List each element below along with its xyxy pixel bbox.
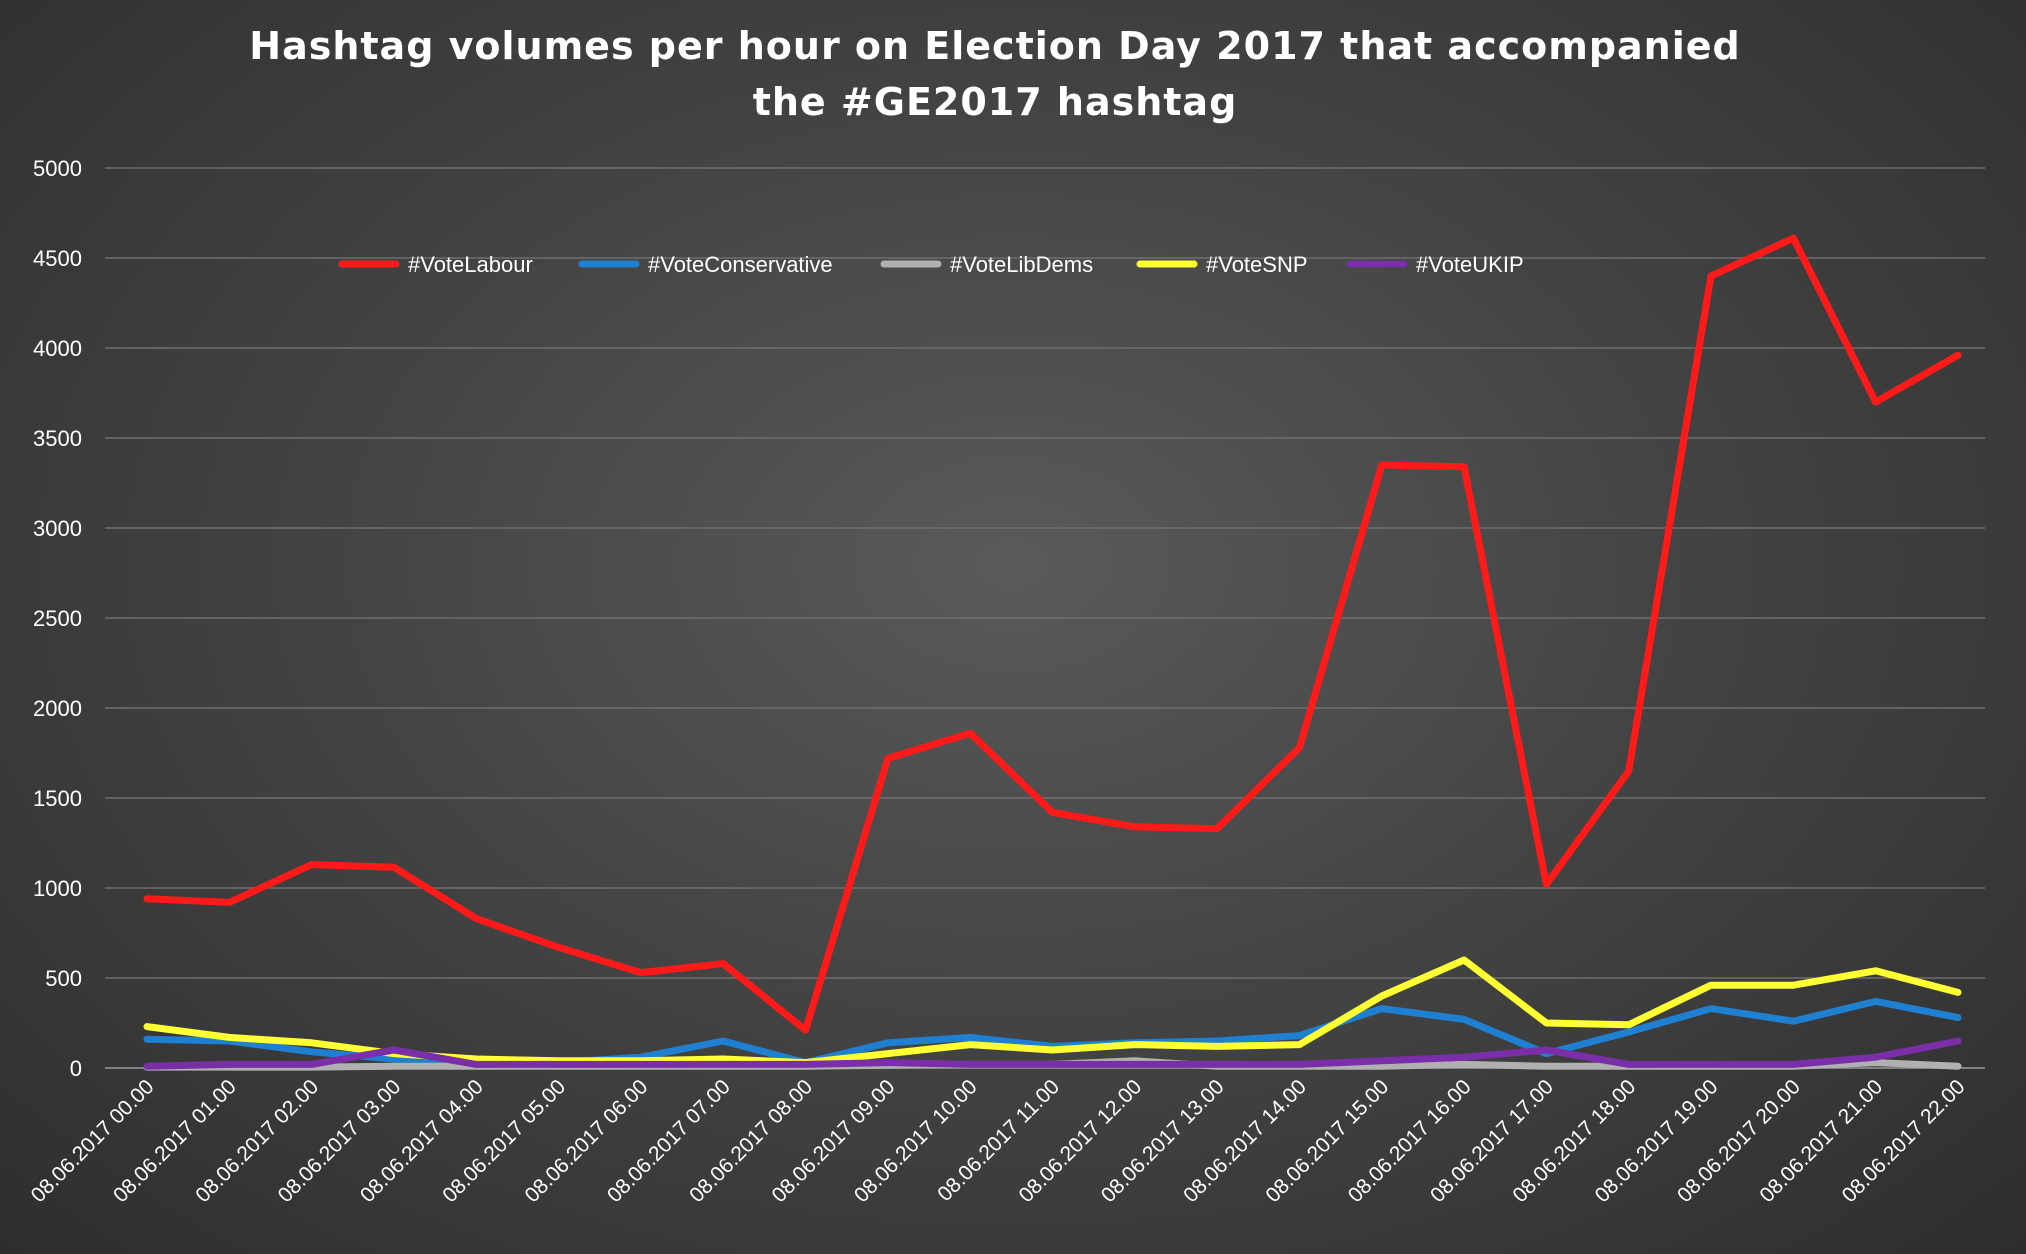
legend-label: #VoteLabour [408, 252, 533, 277]
legend-item-votelibdems: #VoteLibDems [880, 252, 1093, 277]
legend-item-votelabour: #VoteLabour [338, 252, 533, 277]
legend-label: #VoteUKIP [1416, 252, 1524, 277]
legend-label: #VoteLibDems [950, 252, 1093, 277]
y-tick-label: 3500 [33, 426, 82, 451]
series-line-votelabour [143, 234, 1962, 1034]
y-tick-label: 5000 [33, 156, 82, 181]
chart-title: Hashtag volumes per hour on Election Day… [249, 24, 1741, 124]
y-tick-label: 1500 [33, 786, 82, 811]
y-tick-label: 2000 [33, 696, 82, 721]
y-tick-label: 3000 [33, 516, 82, 541]
series-line-voteukip [143, 1037, 1962, 1070]
legend-item-voteconservative: #VoteConservative [578, 252, 833, 277]
y-tick-label: 2500 [33, 606, 82, 631]
legend-label: #VoteConservative [648, 252, 833, 277]
legend-item-votesnp: #VoteSNP [1136, 252, 1308, 277]
legend-label: #VoteSNP [1206, 252, 1308, 277]
y-tick-label: 4500 [33, 246, 82, 271]
y-tick-label: 0 [70, 1056, 82, 1081]
y-tick-label: 1000 [33, 876, 82, 901]
y-tick-label: 500 [45, 966, 82, 991]
y-tick-label: 4000 [33, 336, 82, 361]
legend-item-voteukip: #VoteUKIP [1346, 252, 1524, 277]
series-line-votesnp [143, 956, 1962, 1067]
